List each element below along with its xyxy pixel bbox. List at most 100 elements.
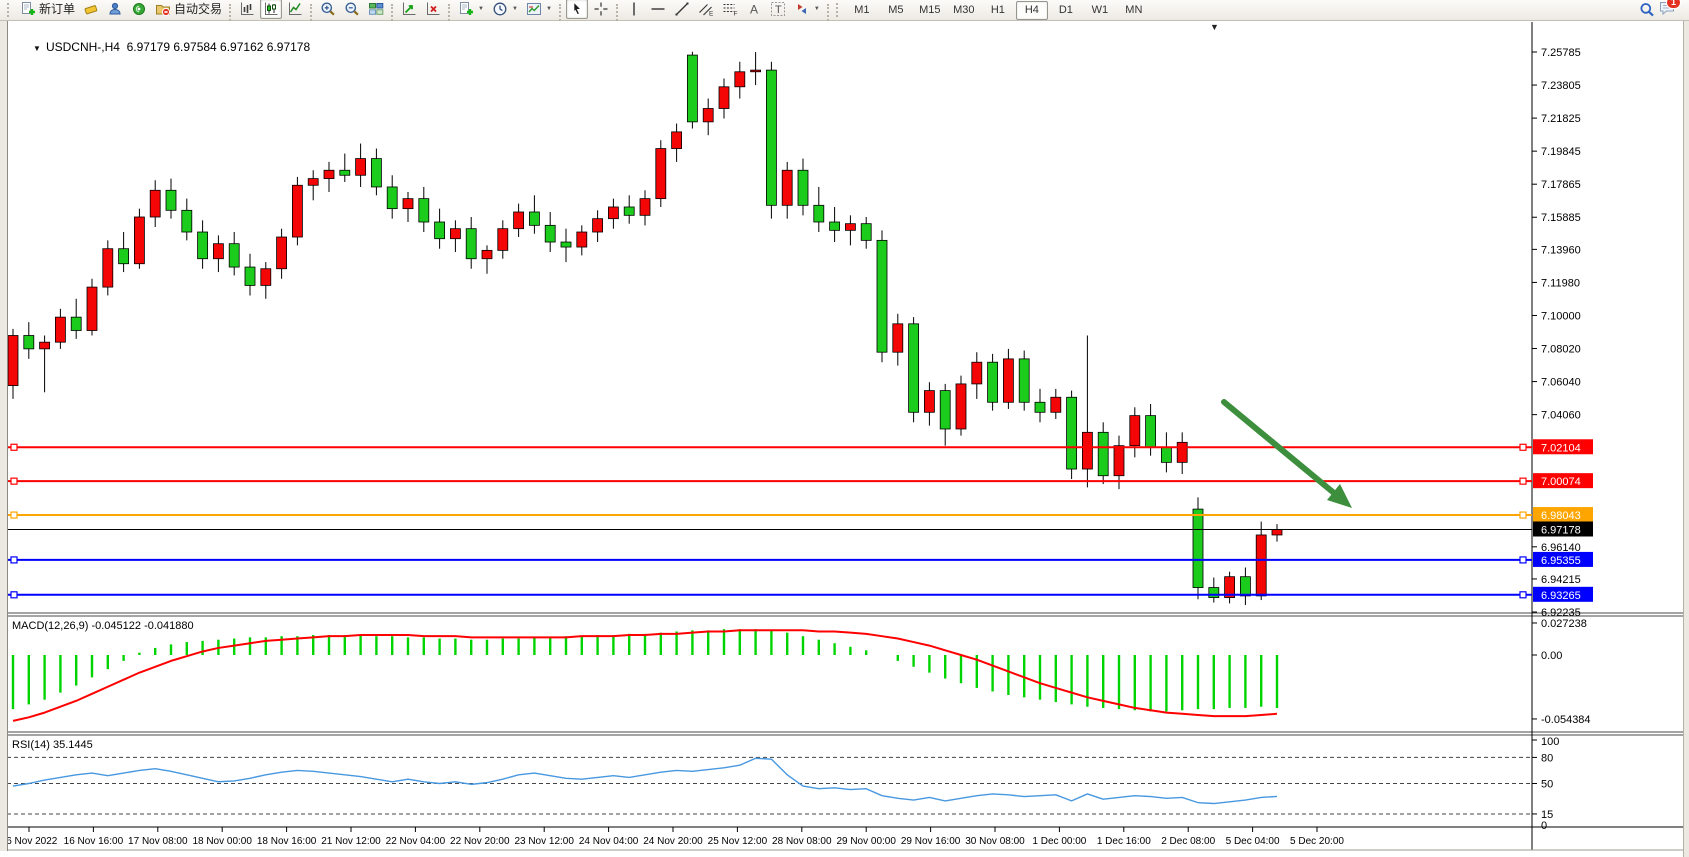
timeframe-w1-button[interactable]: W1 [1091,4,1109,17]
line-handle[interactable] [1519,556,1527,564]
notification-badge: 1 [1665,0,1681,9]
bar-chart-type-button[interactable] [236,0,258,19]
toolbar-buttons: 新订单 自动交易 ▼ ▼ ▼ E F A T ▼ [16,0,833,22]
notifications-button[interactable]: 1 [1659,0,1681,21]
eraser-button[interactable] [80,0,102,19]
trend-arrow-annotation[interactable] [1221,399,1352,508]
text-button[interactable]: A [743,0,765,19]
macd-axis[interactable]: 0.027238 0.00 -0.054384 [1532,618,1591,726]
timeframe-m30-button[interactable]: M30 [953,4,975,17]
zoom-out-icon [344,1,360,17]
text-label-button[interactable]: T [767,0,789,19]
new-order-label: 新订单 [39,2,76,16]
price-tick-label: 7.04060 [1541,410,1581,422]
toolbar-group-separator[interactable] [826,3,829,21]
zoom-in-button[interactable] [317,0,339,19]
chart-canvas[interactable]: 7.25785 7.23805 7.21825 7.19845 7.17865 7.158… [0,21,1689,857]
timeframe-m15-button[interactable]: M15 [919,4,941,17]
candle-body [497,228,509,251]
toolbar-group-separator[interactable] [558,3,561,21]
trendline-button[interactable] [671,0,693,19]
horizontal-line-6.95355[interactable]: 6.95355 [7,551,1593,567]
svg-text:A: A [750,2,758,16]
macd-tick-label: -0.054384 [1541,714,1591,726]
toolbar-group-separator[interactable] [310,3,313,21]
templates-button[interactable]: ▼ [523,0,555,19]
line-handle[interactable] [10,443,18,451]
fibonacci-button[interactable]: F [719,0,741,19]
time-axis[interactable]: 16 Nov 2022 16 Nov 16:00 17 Nov 08:00 18 No… [1,827,1345,847]
vertical-line-button[interactable] [623,0,645,19]
candle-body [576,231,588,248]
horizontal-line-6.98043[interactable]: 6.98043 [7,507,1593,523]
line-handle[interactable] [10,556,18,564]
candle-chart-type-button[interactable] [260,0,283,19]
signals-button[interactable] [128,0,150,19]
toolbar-group-separator[interactable] [615,3,618,21]
toolbar-grip[interactable] [835,3,841,17]
toolbar-group-separator[interactable] [229,3,232,21]
price-tick-label: 7.13960 [1541,244,1581,256]
macd-signal-line [12,629,1278,722]
price-tick-label: 7.11980 [1541,277,1580,289]
toolbar-group-separator[interactable] [448,3,451,21]
crosshair-icon [593,1,609,17]
candle-body [355,158,367,176]
timeframe-m1-button[interactable]: M1 [854,4,870,17]
equidistant-channel-button[interactable]: E [695,0,717,19]
timeframe-h1-button[interactable]: H1 [990,4,1005,17]
candle-body [307,178,319,186]
zoom-out-button[interactable] [341,0,363,19]
line-handle[interactable] [1519,477,1527,485]
new-order-button[interactable]: 新订单 [17,0,78,19]
line-handle[interactable] [1519,591,1527,599]
price-axis[interactable]: 7.25785 7.23805 7.21825 7.19845 7.17865 7.158… [1532,47,1581,619]
candle-body [908,323,919,413]
line-handle[interactable] [1519,511,1527,519]
candle-body [276,236,288,270]
search-button[interactable] [1636,0,1658,20]
hline-icon [650,1,666,17]
indicator-window-remove-button[interactable] [422,0,444,19]
bars-icon [239,1,255,17]
timeframe-m5-button[interactable]: M5 [888,4,904,17]
community-button[interactable] [104,0,126,19]
timeframe-mn-button[interactable]: MN [1125,4,1143,17]
horizontal-line-7.02104[interactable]: 7.02104 [7,439,1593,455]
indicator-window-add-button[interactable] [398,0,420,19]
toolbar-grip[interactable] [7,3,12,17]
periods-button[interactable]: ▼ [489,0,521,19]
timeframe-d1-button[interactable]: D1 [1058,4,1073,17]
current-price-line[interactable]: 6.97178 [7,521,1593,537]
candle-body [529,211,540,226]
line-handle[interactable] [10,477,18,485]
time-tick-label: 16 Nov 16:00 [64,836,124,847]
line-handle[interactable] [10,591,18,599]
horizontal-line-6.93265[interactable]: 6.93265 [7,586,1593,602]
line-handle[interactable] [10,511,18,519]
chart-shift-marker[interactable]: ▼ [1210,22,1219,32]
candle-body [70,316,82,331]
cursor-button[interactable] [565,0,588,19]
line-handle[interactable] [1519,443,1527,451]
time-tick-label: 29 Nov 00:00 [836,836,896,847]
candle-body [86,286,98,331]
macd-panel [11,629,1279,722]
toolbar-group-separator[interactable] [391,3,394,21]
crosshair-button[interactable] [590,0,612,19]
auto-trading-button[interactable]: 自动交易 [152,0,225,19]
arrows-button[interactable]: ▼ [791,0,823,19]
candle-body [671,131,682,149]
rsi-axis[interactable]: 100 80 50 150 [1532,736,1559,832]
chart-dropdown-icon[interactable]: ▼ [33,44,41,53]
timeframe-h4-button[interactable]: H4 [1015,0,1048,20]
line-chart-type-button[interactable] [284,0,306,19]
candle-body [1003,358,1014,403]
rsi-line [12,757,1278,805]
horizontal-line-button[interactable] [647,0,669,19]
new-chart-button[interactable]: ▼ [455,0,487,19]
horizontal-line-7.00074[interactable]: 7.00074 [7,473,1593,489]
linechart-icon [287,1,303,17]
tile-windows-button[interactable] [365,0,387,19]
